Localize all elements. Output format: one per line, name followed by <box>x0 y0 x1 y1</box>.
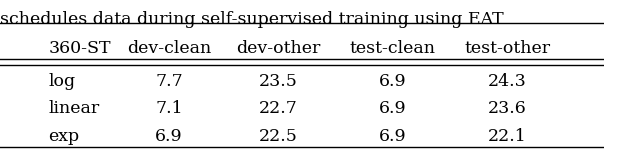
Text: 7.7: 7.7 <box>155 73 183 90</box>
Text: 6.9: 6.9 <box>155 128 183 145</box>
Text: 22.1: 22.1 <box>488 128 527 145</box>
Text: 6.9: 6.9 <box>379 100 406 117</box>
Text: schedules data during self-supervised training using EAT: schedules data during self-supervised tr… <box>0 11 504 28</box>
Text: exp: exp <box>48 128 79 145</box>
Text: dev-other: dev-other <box>236 40 320 57</box>
Text: 24.3: 24.3 <box>488 73 527 90</box>
Text: 360-ST: 360-ST <box>48 40 111 57</box>
Text: 23.5: 23.5 <box>258 73 297 90</box>
Text: 22.5: 22.5 <box>258 128 297 145</box>
Text: 23.6: 23.6 <box>488 100 527 117</box>
Text: dev-clean: dev-clean <box>127 40 212 57</box>
Text: test-clean: test-clean <box>349 40 436 57</box>
Text: 6.9: 6.9 <box>379 128 406 145</box>
Text: test-other: test-other <box>464 40 550 57</box>
Text: log: log <box>48 73 76 90</box>
Text: 22.7: 22.7 <box>258 100 297 117</box>
Text: linear: linear <box>48 100 100 117</box>
Text: 7.1: 7.1 <box>155 100 183 117</box>
Text: 6.9: 6.9 <box>379 73 406 90</box>
